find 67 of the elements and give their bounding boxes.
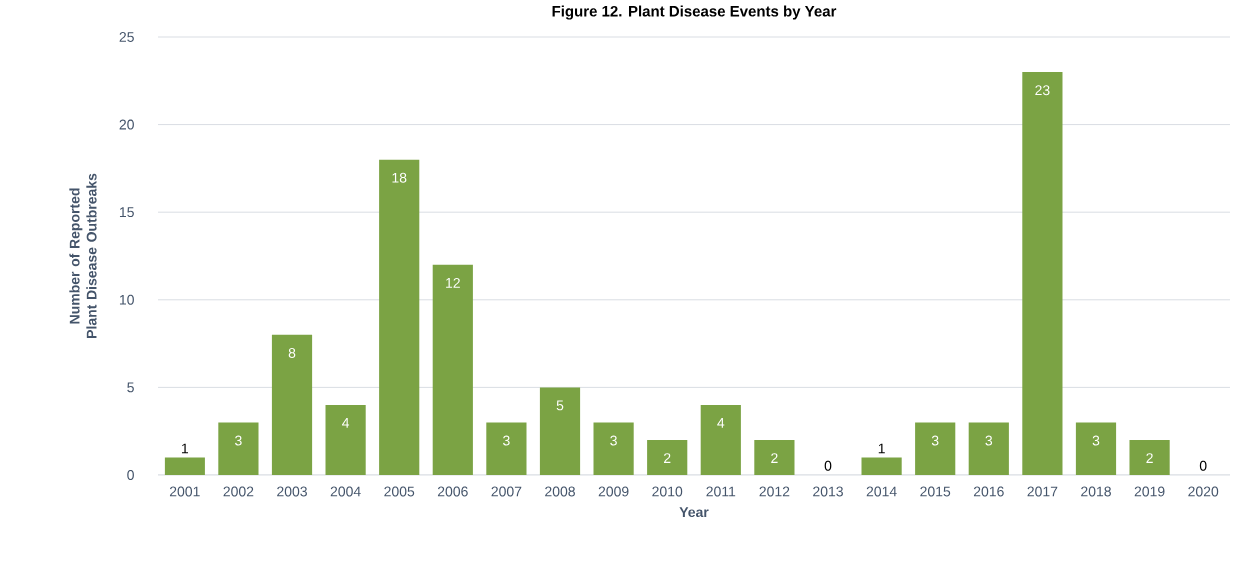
x-tick-label: 2015 [920, 486, 951, 497]
bar [861, 457, 902, 475]
bar [968, 422, 1009, 475]
bar [271, 334, 313, 475]
data-label: 2 [771, 453, 778, 463]
y-tick-label: 5 [127, 382, 134, 393]
x-tick-label: 2017 [1027, 486, 1058, 497]
x-tick-label: 2020 [1188, 486, 1219, 497]
bar [486, 422, 527, 475]
x-tick-label: 2002 [223, 486, 254, 497]
x-axis-title: Year [679, 507, 709, 518]
bar [1022, 72, 1063, 475]
y-axis-title: Number of Reported Plant Disease Outbreaks [69, 173, 97, 338]
data-label: 23 [1035, 85, 1050, 96]
bar [700, 404, 741, 475]
x-tick-label: 2013 [813, 486, 843, 497]
data-label: 3 [985, 435, 993, 446]
x-tick-label: 2010 [652, 486, 683, 497]
data-label: 18 [392, 172, 407, 183]
bar [432, 264, 473, 475]
bar [325, 404, 366, 475]
data-label: 3 [503, 435, 510, 446]
data-label: 0 [824, 460, 832, 471]
data-label: 3 [235, 435, 242, 446]
bar [218, 422, 259, 475]
data-label: 1 [181, 443, 189, 454]
bar [379, 159, 420, 475]
data-label: 12 [446, 277, 460, 288]
data-label: 2 [1146, 453, 1153, 463]
x-tick-label: 2004 [330, 486, 361, 497]
data-label: 2 [664, 453, 671, 463]
x-tick-label: 2001 [169, 486, 200, 497]
bar [164, 457, 205, 475]
x-tick-label: 2012 [759, 486, 790, 497]
y-tick-label: 20 [119, 119, 134, 130]
x-tick-label: 2003 [277, 486, 307, 497]
x-tick-label: 2011 [706, 486, 736, 497]
bar [1129, 439, 1170, 475]
y-tick-label: 0 [127, 470, 134, 480]
bar [754, 439, 795, 475]
x-tick-label: 2019 [1134, 486, 1165, 497]
data-label: 4 [342, 418, 350, 428]
data-label: 8 [288, 348, 296, 358]
data-label: 1 [878, 443, 885, 454]
x-tick-label: 2006 [437, 486, 468, 497]
data-label: 3 [931, 435, 939, 446]
data-label: 3 [610, 435, 617, 446]
x-tick-label: 2016 [973, 486, 1004, 497]
y-tick-label: 10 [119, 294, 134, 305]
bar [647, 439, 688, 475]
bar [539, 387, 581, 475]
x-tick-label: 2009 [598, 486, 629, 497]
bar [1075, 422, 1117, 475]
y-tick-label: 25 [119, 32, 134, 42]
data-label: 5 [556, 400, 564, 411]
x-tick-label: 2014 [866, 486, 897, 497]
x-tick-label: 2018 [1081, 486, 1111, 497]
bar [593, 422, 634, 475]
data-label: 3 [1092, 435, 1100, 446]
x-tick-label: 2007 [491, 486, 522, 497]
x-tick-label: 2005 [384, 486, 415, 497]
x-tick-label: 2008 [545, 486, 575, 497]
y-tick-label: 15 [119, 207, 134, 218]
data-label: 4 [717, 418, 725, 428]
data-label: 0 [1199, 460, 1207, 471]
bar [915, 422, 956, 475]
chart-title: Figure 12. Plant Disease Events by Year [552, 5, 837, 20]
